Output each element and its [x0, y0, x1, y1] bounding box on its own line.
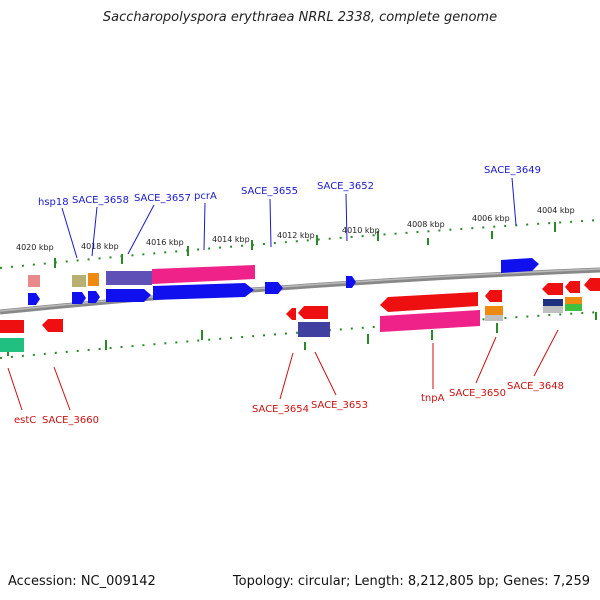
- gene-arrow-forward: [28, 293, 40, 305]
- reverse-leader-lines: [7, 329, 559, 411]
- gene-arrow-reverse: [485, 290, 502, 302]
- gene-label-hsp18: hsp18: [38, 197, 69, 208]
- gene-arrow-forward: [88, 291, 100, 303]
- gene-label-sace-3660: SACE_3660: [42, 415, 99, 426]
- map-title: Saccharopolyspora erythraea NRRL 2338, c…: [102, 10, 498, 25]
- scale-label: 4010 kbp: [342, 226, 380, 235]
- scale-label: 4018 kbp: [81, 242, 119, 251]
- gene-label-pcra: pcrA: [194, 191, 217, 202]
- gene-arrow-forward: [72, 292, 86, 304]
- gene-arrow-reverse: [0, 320, 24, 333]
- gene-label-sace-3655: SACE_3655: [241, 186, 298, 197]
- genome-backbone: [0, 267, 600, 315]
- gene-arrow-reverse: [42, 319, 63, 332]
- gene-label-sace-3650: SACE_3650: [449, 388, 506, 399]
- gene-arrow-reverse: [584, 278, 600, 291]
- gene-arrow-forward: [153, 283, 254, 300]
- gene-label-sace-3658: SACE_3658: [72, 195, 129, 206]
- scale-label: 4008 kbp: [407, 220, 445, 229]
- forward-leader-lines: [61, 177, 517, 259]
- gene-arrow-forward: [265, 282, 283, 294]
- scale-label: 4014 kbp: [212, 235, 250, 244]
- upper-tick-track: [0, 219, 600, 269]
- gene-label-sace-3657: SACE_3657: [134, 193, 191, 204]
- gene-arrow-reverse: [298, 306, 328, 319]
- gene-label-sace-3649: SACE_3649: [484, 165, 541, 176]
- scale-label: 4006 kbp: [472, 214, 510, 223]
- gene-arrow-forward: [346, 276, 356, 288]
- scale-label: 4012 kbp: [277, 231, 315, 240]
- gene-arrow-reverse: [286, 308, 296, 320]
- gene-label-tnpa: tnpA: [421, 393, 445, 404]
- gene-label-estc: estC: [14, 415, 36, 426]
- scale-label: 4020 kbp: [16, 243, 54, 252]
- lower-tick-track: [0, 311, 600, 359]
- gene-label-sace-3653: SACE_3653: [311, 400, 368, 411]
- gene-arrow-reverse: [542, 283, 563, 295]
- gene-label-sace-3648: SACE_3648: [507, 381, 564, 392]
- gene-arrow-reverse: [565, 281, 580, 293]
- gene-label-sace-3654: SACE_3654: [252, 404, 309, 415]
- gene-arrow-forward: [501, 258, 539, 273]
- scale-label: 4004 kbp: [537, 206, 575, 215]
- forward-strand-features: [28, 258, 539, 305]
- gene-arrow-reverse: [380, 292, 478, 312]
- reverse-strand-features: [0, 278, 600, 352]
- accession-text: Accession: NC_009142: [8, 574, 156, 589]
- topology-text: Topology: circular; Length: 8,212,805 bp…: [232, 574, 590, 589]
- scale-label: 4016 kbp: [146, 238, 184, 247]
- gene-arrow-forward: [106, 289, 151, 302]
- gene-label-sace-3652: SACE_3652: [317, 181, 374, 192]
